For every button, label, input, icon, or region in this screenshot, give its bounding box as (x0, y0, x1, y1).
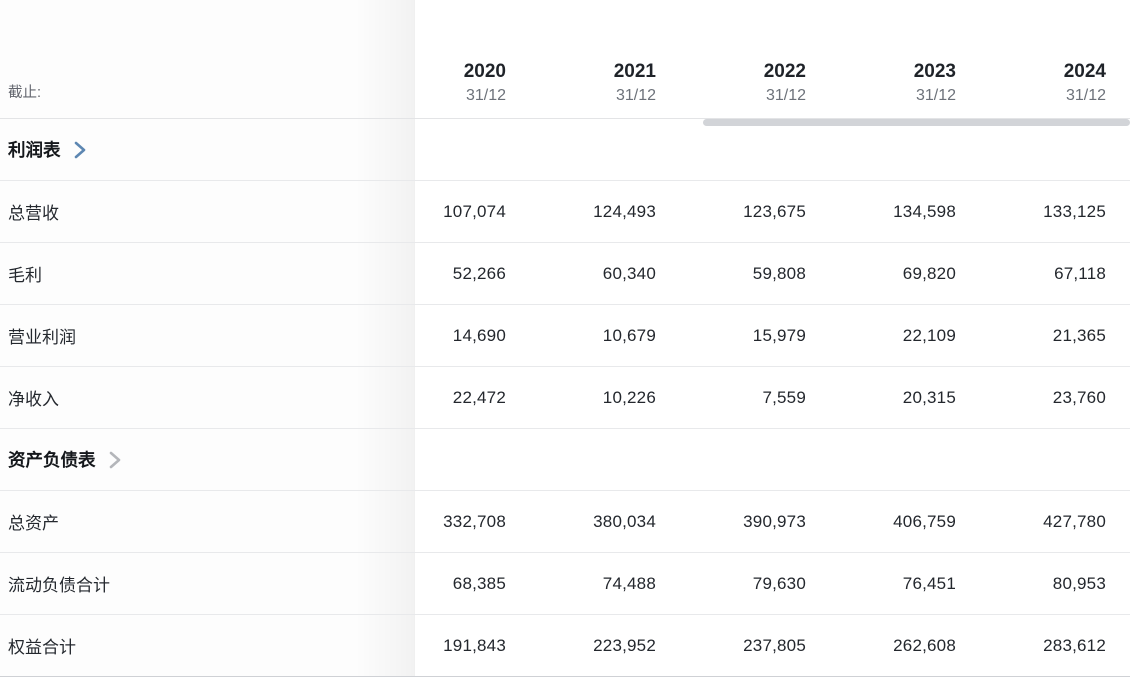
value-cell: 15,979 (752, 325, 806, 345)
value-cell: 262,608 (893, 635, 956, 655)
row-label: 总资产 (8, 514, 59, 533)
value-cell: 59,808 (752, 263, 806, 283)
value-cell: 406,759 (893, 511, 956, 531)
row-label: 总营收 (8, 204, 59, 223)
value-cell: 133,125 (1043, 201, 1106, 221)
empty-cell (680, 429, 830, 490)
value-cell: 134,598 (893, 201, 956, 221)
horizontal-scrollbar[interactable] (703, 119, 1130, 126)
year-column-header: 2021 31/12 (530, 0, 680, 118)
row-label: 营业利润 (8, 328, 76, 347)
value-cell: 123,675 (743, 201, 806, 221)
year-column-header: 2023 31/12 (830, 0, 980, 118)
value-cell: 74,488 (602, 573, 656, 593)
year-label: 2021 (613, 60, 656, 82)
empty-cell (980, 429, 1130, 490)
row-label: 流动负债合计 (8, 576, 110, 595)
row-label: 权益合计 (8, 638, 76, 657)
value-cell: 7,559 (762, 387, 806, 407)
chevron-right-icon[interactable] (74, 141, 86, 159)
table-row: 总资产 332,708 380,034 390,973 406,759 427,780 (0, 491, 1130, 553)
table-row: 权益合计 191,843 223,952 237,805 262,608 283,612 (0, 615, 1130, 677)
value-cell: 283,612 (1043, 635, 1106, 655)
period-end-date: 31/12 (915, 86, 956, 104)
row-label-cell: 净收入 (0, 367, 415, 428)
chevron-right-icon[interactable] (109, 451, 121, 469)
empty-cell (830, 429, 980, 490)
section-header-row: 资产负债表 (0, 429, 1130, 491)
value-cell: 52,266 (452, 263, 506, 283)
row-label-cell: 毛利 (0, 243, 415, 304)
value-cell: 79,630 (752, 573, 806, 593)
row-label: 净收入 (8, 390, 59, 409)
year-column-header: 2024 31/12 (980, 0, 1130, 118)
row-label-cell: 总资产 (0, 491, 415, 552)
value-cell: 21,365 (1052, 325, 1106, 345)
empty-cell (530, 119, 680, 180)
year-label: 2022 (763, 60, 806, 82)
empty-cell (530, 429, 680, 490)
period-end-date: 31/12 (615, 86, 656, 104)
value-cell: 20,315 (902, 387, 956, 407)
year-column-header: 2020 31/12 (380, 0, 530, 118)
value-cell: 191,843 (443, 635, 506, 655)
as-of-label: 截止: (8, 85, 42, 101)
table-row: 毛利 52,266 60,340 59,808 69,820 67,118 (0, 243, 1130, 305)
empty-cell (980, 119, 1130, 180)
value-cell: 10,679 (602, 325, 656, 345)
period-end-date: 31/12 (465, 86, 506, 104)
value-cell: 14,690 (452, 325, 506, 345)
value-cell: 76,451 (902, 573, 956, 593)
value-cell: 124,493 (593, 201, 656, 221)
value-cell: 107,074 (443, 201, 506, 221)
empty-cell (830, 119, 980, 180)
period-end-date: 31/12 (765, 86, 806, 104)
empty-cell (680, 119, 830, 180)
as-of-label-cell: 截止: (0, 0, 415, 118)
value-cell: 67,118 (1054, 263, 1106, 283)
value-cell: 332,708 (443, 511, 506, 531)
value-cell: 223,952 (593, 635, 656, 655)
value-cell: 23,760 (1052, 387, 1106, 407)
value-cell: 237,805 (743, 635, 806, 655)
value-cell: 69,820 (902, 263, 956, 283)
table-row: 流动负债合计 68,385 74,488 79,630 76,451 80,953 (0, 553, 1130, 615)
table-body: 利润表总营收 107,074 124,493 123,675 134,598 133,12… (0, 119, 1130, 677)
value-cell: 22,472 (452, 387, 506, 407)
row-label-cell: 流动负债合计 (0, 553, 415, 614)
section-title: 资产负债表 (8, 450, 96, 470)
table-header: 截止: 2020 31/12 2021 31/12 2022 31/12 2023 31/12… (0, 0, 1130, 119)
value-cell: 22,109 (902, 325, 956, 345)
value-cell: 390,973 (743, 511, 806, 531)
table-row: 营业利润 14,690 10,679 15,979 22,109 21,365 (0, 305, 1130, 367)
section-header-cell[interactable]: 资产负债表 (0, 429, 415, 490)
section-header-cell[interactable]: 利润表 (0, 119, 415, 180)
table-row: 总营收 107,074 124,493 123,675 134,598 133,125 (0, 181, 1130, 243)
value-cell: 380,034 (593, 511, 656, 531)
value-cell: 68,385 (452, 573, 506, 593)
row-label-cell: 权益合计 (0, 615, 415, 676)
table-row: 净收入 22,472 10,226 7,559 20,315 23,760 (0, 367, 1130, 429)
value-cell: 10,226 (602, 387, 656, 407)
row-label: 毛利 (8, 266, 42, 285)
value-cell: 427,780 (1043, 511, 1106, 531)
year-column-header: 2022 31/12 (680, 0, 830, 118)
section-header-row: 利润表 (0, 119, 1130, 181)
value-cell: 80,953 (1052, 573, 1106, 593)
row-label-cell: 总营收 (0, 181, 415, 242)
row-label-cell: 营业利润 (0, 305, 415, 366)
period-end-date: 31/12 (1065, 86, 1106, 104)
year-label: 2020 (463, 60, 506, 82)
value-cell: 60,340 (602, 263, 656, 283)
year-label: 2024 (1063, 60, 1106, 82)
year-label: 2023 (913, 60, 956, 82)
section-title: 利润表 (8, 140, 61, 160)
